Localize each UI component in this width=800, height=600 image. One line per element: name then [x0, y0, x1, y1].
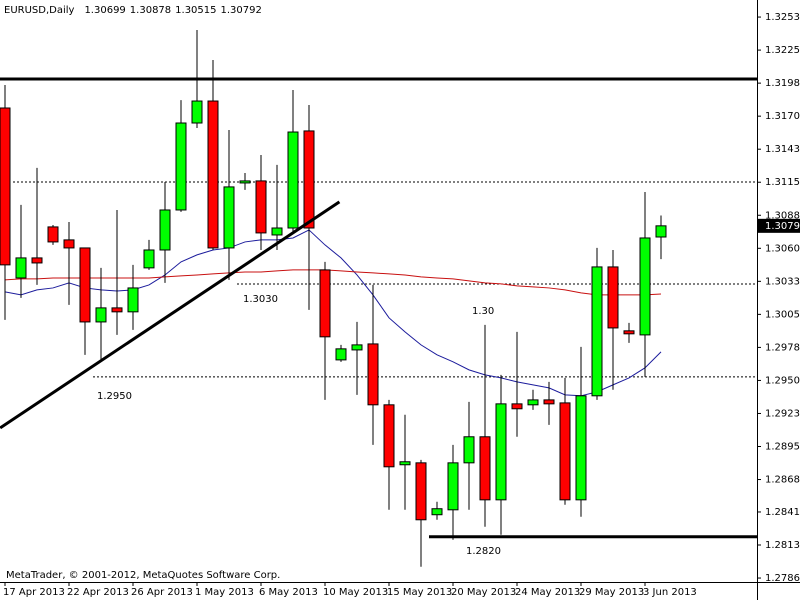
- candle-body: [31, 257, 43, 264]
- candle-body: [623, 330, 635, 335]
- annotation: 1.3030: [243, 294, 278, 305]
- candle-body: [511, 403, 523, 410]
- x-tick-label: 26 Apr 2013: [131, 587, 193, 598]
- candle-body: [335, 348, 347, 361]
- trendline: [0, 200, 341, 430]
- candle-body: [639, 237, 651, 336]
- candle-body: [447, 462, 459, 511]
- candle-body: [591, 266, 603, 397]
- y-tick-label: 1.27860: [765, 573, 800, 584]
- y-tick-label: 1.31705: [765, 111, 800, 122]
- candle-body: [159, 209, 171, 251]
- symbol: EURUSD,Daily: [4, 5, 75, 16]
- candle-body: [143, 249, 155, 269]
- last-price-box: [758, 218, 800, 233]
- y-tick-label: 1.28410: [765, 507, 800, 518]
- header-value: 1.30699: [84, 5, 125, 16]
- candle-body: [495, 403, 507, 501]
- candle-body: [543, 399, 555, 405]
- last-price-label: 1.30792: [765, 221, 800, 232]
- candle-body: [303, 130, 315, 229]
- y-tick-label: 1.29230: [765, 408, 800, 419]
- candle-body: [95, 307, 107, 323]
- x-tick-label: 1 May 2013: [195, 587, 254, 598]
- candle-body: [655, 225, 667, 238]
- y-tick-label: 1.31430: [765, 144, 800, 155]
- y-tick-label: 1.29505: [765, 375, 800, 386]
- candle-body: [351, 344, 363, 351]
- candle-body: [239, 180, 251, 184]
- candle-body: [607, 266, 619, 329]
- chart-header: EURUSD,Daily 1.30699 1.30878 1.30515 1.30792: [4, 5, 262, 16]
- candle-body: [463, 436, 475, 464]
- annotation: 1.2950: [97, 391, 132, 402]
- y-tick-label: 1.28955: [765, 442, 800, 453]
- candle-body: [575, 395, 587, 501]
- y-tick-label: 1.32530: [765, 12, 800, 23]
- candle-body: [527, 399, 539, 406]
- candle-body: [415, 462, 427, 521]
- moving-average: [4, 269, 662, 296]
- candle-body: [223, 186, 235, 249]
- x-tick-label: 20 May 2013: [451, 587, 516, 598]
- candle-body: [287, 131, 299, 229]
- candle-body: [431, 508, 443, 516]
- moving-average: [4, 229, 662, 397]
- annotation: 1.2820: [466, 546, 501, 557]
- y-tick-label: 1.28680: [765, 475, 800, 486]
- candle-body: [191, 100, 203, 124]
- x-tick-label: 10 May 2013: [323, 587, 388, 598]
- y-tick-label: 1.29780: [765, 342, 800, 353]
- candle-body: [479, 436, 491, 501]
- candle-body: [319, 269, 331, 338]
- x-tick-label: 15 May 2013: [387, 587, 452, 598]
- x-tick-label: 17 Apr 2013: [3, 587, 65, 598]
- candle-body: [559, 402, 571, 501]
- candle-body: [175, 122, 187, 211]
- candle-body: [15, 257, 27, 279]
- y-tick-label: 1.31155: [765, 177, 800, 188]
- x-tick-label: 24 May 2013: [515, 587, 580, 598]
- y-tick-label: 1.30605: [765, 243, 800, 254]
- candle-body: [207, 100, 219, 249]
- annotation: 1.30: [472, 306, 494, 317]
- candle-body: [63, 239, 75, 249]
- x-tick-label: 29 May 2013: [579, 587, 644, 598]
- header-value: 1.30515: [175, 5, 216, 16]
- header-value: 1.30878: [130, 5, 171, 16]
- y-tick-label: 1.28135: [765, 540, 800, 551]
- candle-body: [383, 404, 395, 468]
- candle-body: [79, 247, 91, 323]
- x-tick-label: 3 Jun 2013: [643, 587, 697, 598]
- y-tick-label: 1.30055: [765, 309, 800, 320]
- candle-body: [399, 461, 411, 466]
- candle-body: [127, 287, 139, 313]
- y-tick-label: 1.31980: [765, 78, 800, 89]
- candle-body: [255, 180, 267, 234]
- candle-body: [47, 226, 59, 243]
- x-tick-label: 6 May 2013: [259, 587, 318, 598]
- y-tick-label: 1.32255: [765, 45, 800, 56]
- plot-area: 1.3030 1.2950 1.30 1.2820: [0, 30, 757, 567]
- header-value: 1.30792: [221, 5, 262, 16]
- candle-body: [111, 307, 123, 313]
- candle-body: [271, 227, 283, 236]
- y-tick-label: 1.30880: [765, 210, 800, 221]
- watermark: MetaTrader, © 2001-2012, MetaQuotes Soft…: [6, 570, 280, 581]
- x-tick-label: 22 Apr 2013: [67, 587, 129, 598]
- y-tick-label: 1.30330: [765, 276, 800, 287]
- candle-body: [0, 107, 11, 266]
- candle-body: [367, 343, 379, 406]
